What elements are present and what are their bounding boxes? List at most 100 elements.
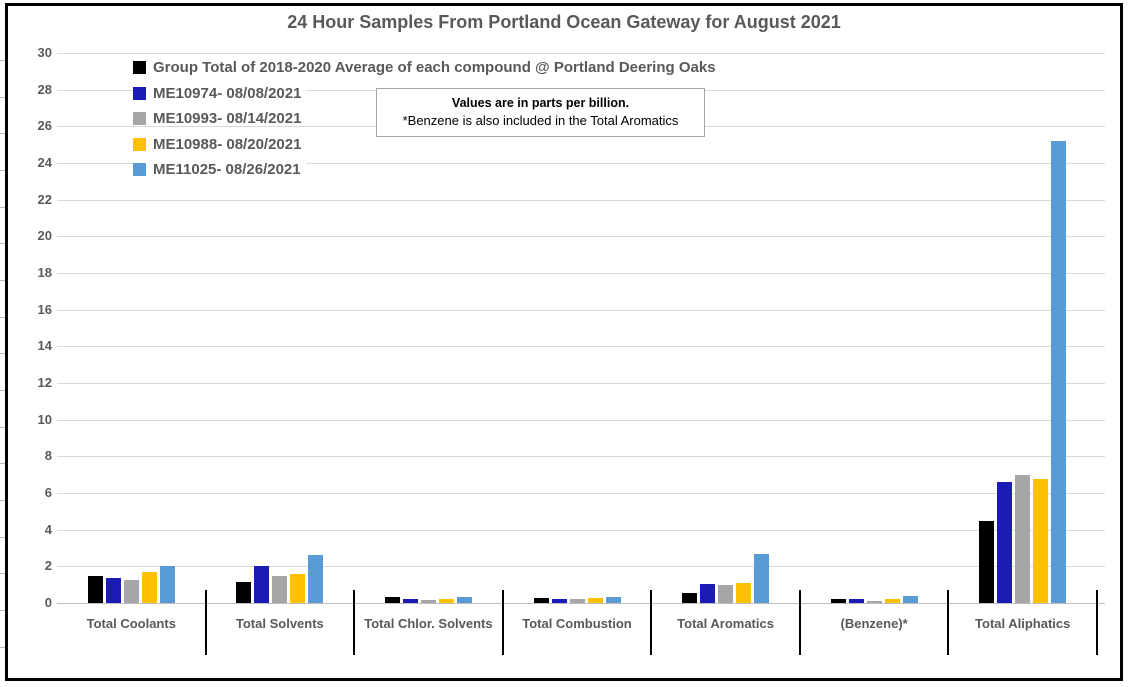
note-line-benzene: *Benzene is also included in the Total A… bbox=[402, 113, 679, 128]
legend-item: Group Total of 2018-2020 Average of each… bbox=[133, 59, 721, 76]
bar bbox=[605, 596, 621, 603]
spreadsheet-row-stub bbox=[0, 353, 5, 355]
y-axis-tick-label: 26 bbox=[37, 118, 52, 134]
legend-label: ME11025- 08/26/2021 bbox=[153, 161, 301, 178]
x-axis-line bbox=[57, 603, 1105, 604]
chart-title: 24 Hour Samples From Portland Ocean Gate… bbox=[287, 12, 841, 32]
bar bbox=[123, 580, 139, 603]
bar bbox=[456, 596, 472, 603]
y-axis-tick-label: 2 bbox=[44, 558, 52, 574]
category-label: Total Aliphatics bbox=[975, 616, 1071, 631]
bar bbox=[272, 575, 288, 603]
bar bbox=[700, 583, 716, 603]
bar bbox=[736, 582, 752, 603]
category-label: Total Coolants bbox=[86, 616, 176, 631]
spreadsheet-row-stub bbox=[0, 60, 5, 61]
spreadsheet-row-stub bbox=[0, 133, 5, 135]
category-label: Total Solvents bbox=[235, 616, 324, 631]
spreadsheet-row-stub bbox=[0, 573, 5, 575]
gridline bbox=[57, 383, 1105, 384]
category-separator bbox=[947, 590, 950, 655]
legend-label: ME10988- 08/20/2021 bbox=[153, 135, 302, 153]
y-axis-tick-label: 20 bbox=[37, 228, 52, 244]
y-axis-tick-label: 18 bbox=[37, 265, 52, 280]
y-axis-tick-label: 14 bbox=[37, 338, 52, 354]
bar bbox=[718, 584, 734, 603]
spreadsheet-row-stub bbox=[0, 96, 5, 98]
category-label: Total Combustion bbox=[522, 616, 632, 631]
legend-label: ME10993- 08/14/2021 bbox=[153, 110, 302, 127]
bar bbox=[236, 581, 252, 603]
y-axis-tick-label: 8 bbox=[44, 448, 52, 464]
spreadsheet-row-stub bbox=[0, 500, 5, 502]
legend-swatch-icon bbox=[133, 112, 146, 125]
category-separator bbox=[353, 590, 356, 655]
gridline bbox=[57, 566, 1105, 568]
bar bbox=[754, 553, 770, 603]
y-axis-tick-label: 12 bbox=[37, 375, 52, 390]
bar bbox=[533, 598, 549, 603]
bar bbox=[1015, 474, 1031, 603]
bar bbox=[290, 573, 306, 603]
category-label: (Benzene)* bbox=[840, 616, 908, 631]
gridline bbox=[57, 419, 1105, 421]
category-separator bbox=[798, 590, 801, 655]
legend-swatch-icon bbox=[133, 163, 146, 176]
gridline bbox=[57, 273, 1105, 274]
y-axis-tick-label: 22 bbox=[37, 191, 52, 207]
note-box: Values are in parts per billion. *Benzen… bbox=[376, 88, 705, 137]
legend-label: Group Total of 2018-2020 Average of each… bbox=[153, 59, 716, 76]
category-separator bbox=[1096, 590, 1098, 655]
gridline bbox=[57, 456, 1105, 458]
bar bbox=[159, 566, 175, 603]
bar bbox=[587, 598, 603, 603]
legend-item: ME10993- 08/14/2021 bbox=[133, 110, 307, 127]
category-separator bbox=[650, 590, 653, 655]
gridline bbox=[57, 309, 1105, 311]
bar bbox=[402, 599, 418, 603]
y-axis-tick-label: 24 bbox=[37, 155, 52, 170]
bar bbox=[308, 555, 324, 603]
bar bbox=[551, 599, 567, 603]
category-separator bbox=[204, 590, 207, 655]
gridline bbox=[57, 236, 1105, 238]
legend-label: ME10974- 08/08/2021 bbox=[153, 84, 302, 102]
spreadsheet-row-stub bbox=[0, 426, 5, 428]
note-line-units: Values are in parts per billion. bbox=[451, 96, 630, 110]
gridline bbox=[57, 529, 1105, 531]
y-axis-tick-label: 16 bbox=[37, 301, 52, 317]
bar bbox=[884, 599, 900, 603]
gridline bbox=[57, 163, 1105, 164]
y-axis-tick-label: 4 bbox=[44, 521, 52, 537]
bar bbox=[87, 575, 103, 603]
bar bbox=[384, 596, 400, 603]
bar bbox=[105, 578, 121, 603]
bar bbox=[1033, 479, 1049, 603]
bar bbox=[420, 600, 436, 603]
y-axis-tick-label: 30 bbox=[37, 45, 52, 60]
bar bbox=[848, 599, 864, 603]
legend-swatch-icon bbox=[133, 86, 146, 100]
legend-swatch-icon bbox=[133, 137, 146, 151]
bar bbox=[254, 566, 270, 603]
bar bbox=[997, 482, 1013, 603]
legend-item: ME10974- 08/08/2021 bbox=[133, 84, 307, 102]
spreadsheet-row-stub bbox=[0, 170, 5, 171]
bar bbox=[979, 520, 995, 603]
bar bbox=[141, 571, 157, 603]
legend-swatch-icon bbox=[133, 61, 146, 74]
y-axis-tick-label: 10 bbox=[37, 411, 52, 427]
spreadsheet-row-stub bbox=[0, 390, 5, 392]
spreadsheet-row-stub bbox=[0, 646, 5, 648]
gridline bbox=[57, 493, 1105, 494]
bar bbox=[902, 595, 918, 603]
gridline bbox=[57, 346, 1105, 348]
spreadsheet-row-stub bbox=[0, 206, 5, 208]
spreadsheet-row-stub bbox=[0, 243, 5, 245]
category-label: Total Aromatics bbox=[677, 616, 774, 631]
spreadsheet-row-stub bbox=[0, 280, 5, 282]
gridline bbox=[57, 53, 1105, 54]
bar bbox=[569, 599, 585, 603]
spreadsheet-row-stub bbox=[0, 536, 5, 538]
